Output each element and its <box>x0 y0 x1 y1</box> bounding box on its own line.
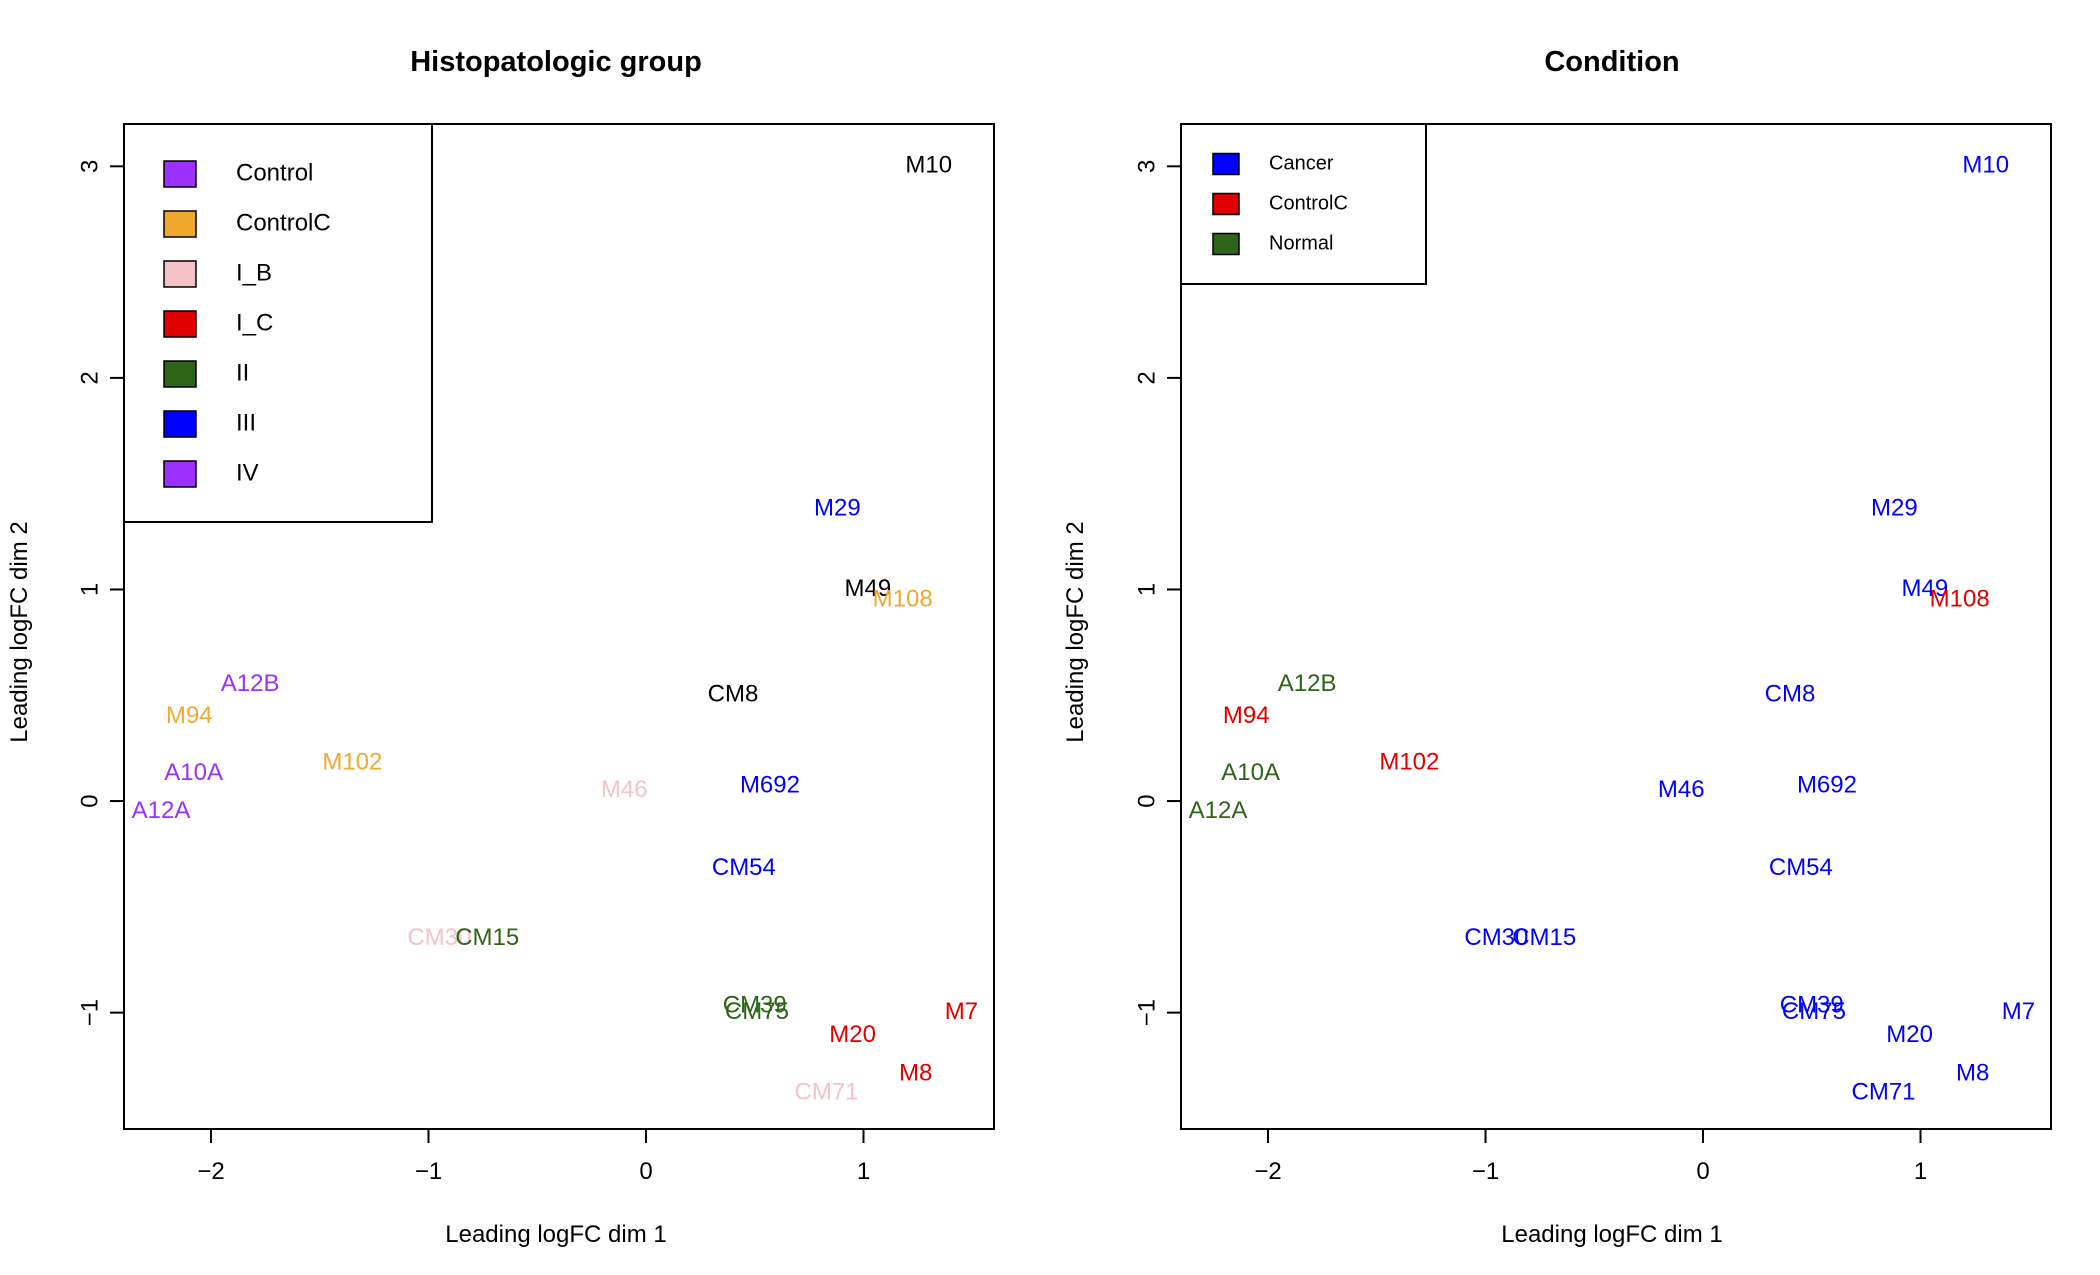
point-label: CM54 <box>1769 854 1833 881</box>
x-axis-label: Leading logFC dim 1 <box>445 1221 666 1248</box>
legend-label: Normal <box>1269 232 1333 254</box>
legend-label: ControlC <box>236 209 331 236</box>
legend-swatch <box>1212 232 1240 256</box>
legend: Cancer ControlC Normal <box>1180 123 1427 285</box>
point-label: M108 <box>873 585 933 612</box>
legend-swatch <box>163 460 197 488</box>
x-axis: −2 −1 0 1 <box>197 1128 870 1185</box>
legend-label: I_B <box>236 259 272 286</box>
point-label: CM15 <box>1512 924 1576 951</box>
legend-swatch <box>163 160 197 188</box>
panel-histopatologic-group: Histopatologic group Leading logFC dim 1… <box>6 46 995 1248</box>
point-label: A12B <box>221 670 280 697</box>
x-tick-label: 1 <box>857 1158 870 1185</box>
point-label: A10A <box>164 759 223 786</box>
y-tick-label: 0 <box>76 794 103 807</box>
legend-label: Control <box>236 159 313 186</box>
x-tick-label: −1 <box>415 1158 442 1185</box>
point-label: M102 <box>1379 748 1439 775</box>
point-label: CM30 <box>407 924 471 951</box>
y-tick-label: 2 <box>76 371 103 384</box>
panel-condition: Condition Leading logFC dim 1 Leading lo… <box>1062 46 2052 1248</box>
y-tick-label: 2 <box>1133 371 1160 384</box>
y-axis-label: Leading logFC dim 2 <box>1062 521 1089 742</box>
legend-swatch <box>163 310 197 338</box>
y-tick-label: 1 <box>76 583 103 596</box>
x-axis-label: Leading logFC dim 1 <box>1501 1221 1722 1248</box>
point-label: CM39 <box>1780 992 1844 1019</box>
legend-swatch <box>1212 192 1240 216</box>
y-axis: −1 0 1 2 3 <box>1133 160 1182 1026</box>
legend-label: II <box>236 359 249 386</box>
point-label: M8 <box>899 1059 932 1086</box>
point-label: M8 <box>1956 1059 1989 1086</box>
legend-swatch <box>163 260 197 288</box>
point-label: M7 <box>2002 998 2035 1025</box>
y-tick-label: −1 <box>76 999 103 1026</box>
x-tick-label: −2 <box>1254 1158 1281 1185</box>
point-label: M49 <box>1902 575 1949 602</box>
point-label: M49 <box>845 575 892 602</box>
x-axis: −2 −1 0 1 <box>1254 1128 1927 1185</box>
point-label: M108 <box>1930 585 1990 612</box>
point-label: M10 <box>905 152 952 179</box>
legend-label: Cancer <box>1269 152 1334 174</box>
y-tick-label: 3 <box>76 160 103 173</box>
point-label: M692 <box>1797 772 1857 799</box>
y-tick-label: 3 <box>1133 160 1160 173</box>
legend-label: I_C <box>236 309 273 336</box>
legend-swatch <box>163 360 197 388</box>
point-label: CM30 <box>1464 924 1528 951</box>
x-tick-label: 0 <box>1696 1158 1709 1185</box>
x-tick-label: 0 <box>639 1158 652 1185</box>
point-label: M102 <box>322 748 382 775</box>
legend-swatch <box>163 210 197 238</box>
point-label: A12A <box>132 797 191 824</box>
x-tick-label: 1 <box>1914 1158 1927 1185</box>
point-label: CM71 <box>795 1078 859 1105</box>
point-label: A12A <box>1189 797 1248 824</box>
point-label: CM75 <box>1782 998 1846 1025</box>
point-label: M29 <box>814 494 861 521</box>
point-label: M29 <box>1871 494 1918 521</box>
point-label: M94 <box>1223 702 1270 729</box>
point-label: M46 <box>601 776 648 803</box>
chart-title: Condition <box>1544 46 1679 78</box>
point-label: M94 <box>166 702 213 729</box>
x-tick-label: −1 <box>1472 1158 1499 1185</box>
point-label: M46 <box>1658 776 1705 803</box>
legend-swatch <box>163 410 197 438</box>
point-label: M20 <box>1886 1021 1933 1048</box>
point-label: CM8 <box>1765 681 1816 708</box>
point-label: M692 <box>740 772 800 799</box>
y-tick-label: 0 <box>1133 794 1160 807</box>
y-tick-label: −1 <box>1133 999 1160 1026</box>
point-label: CM75 <box>725 998 789 1025</box>
chart-title: Histopatologic group <box>410 46 702 78</box>
legend-label: IV <box>236 459 259 486</box>
x-tick-label: −2 <box>197 1158 224 1185</box>
legend-swatch <box>1212 152 1240 176</box>
point-label: M20 <box>829 1021 876 1048</box>
y-axis: −1 0 1 2 3 <box>76 160 125 1026</box>
point-label: CM71 <box>1852 1078 1916 1105</box>
legend-label: ControlC <box>1269 192 1348 214</box>
point-label: M7 <box>945 998 978 1025</box>
legend-label: III <box>236 409 256 436</box>
point-label: A12B <box>1278 670 1337 697</box>
point-label: CM8 <box>708 681 759 708</box>
point-label: CM54 <box>712 854 776 881</box>
point-label: CM39 <box>723 992 787 1019</box>
point-label: A10A <box>1221 759 1280 786</box>
y-axis-label: Leading logFC dim 2 <box>6 521 33 742</box>
point-label: M10 <box>1962 152 2009 179</box>
y-tick-label: 1 <box>1133 583 1160 596</box>
point-label: CM15 <box>455 924 519 951</box>
